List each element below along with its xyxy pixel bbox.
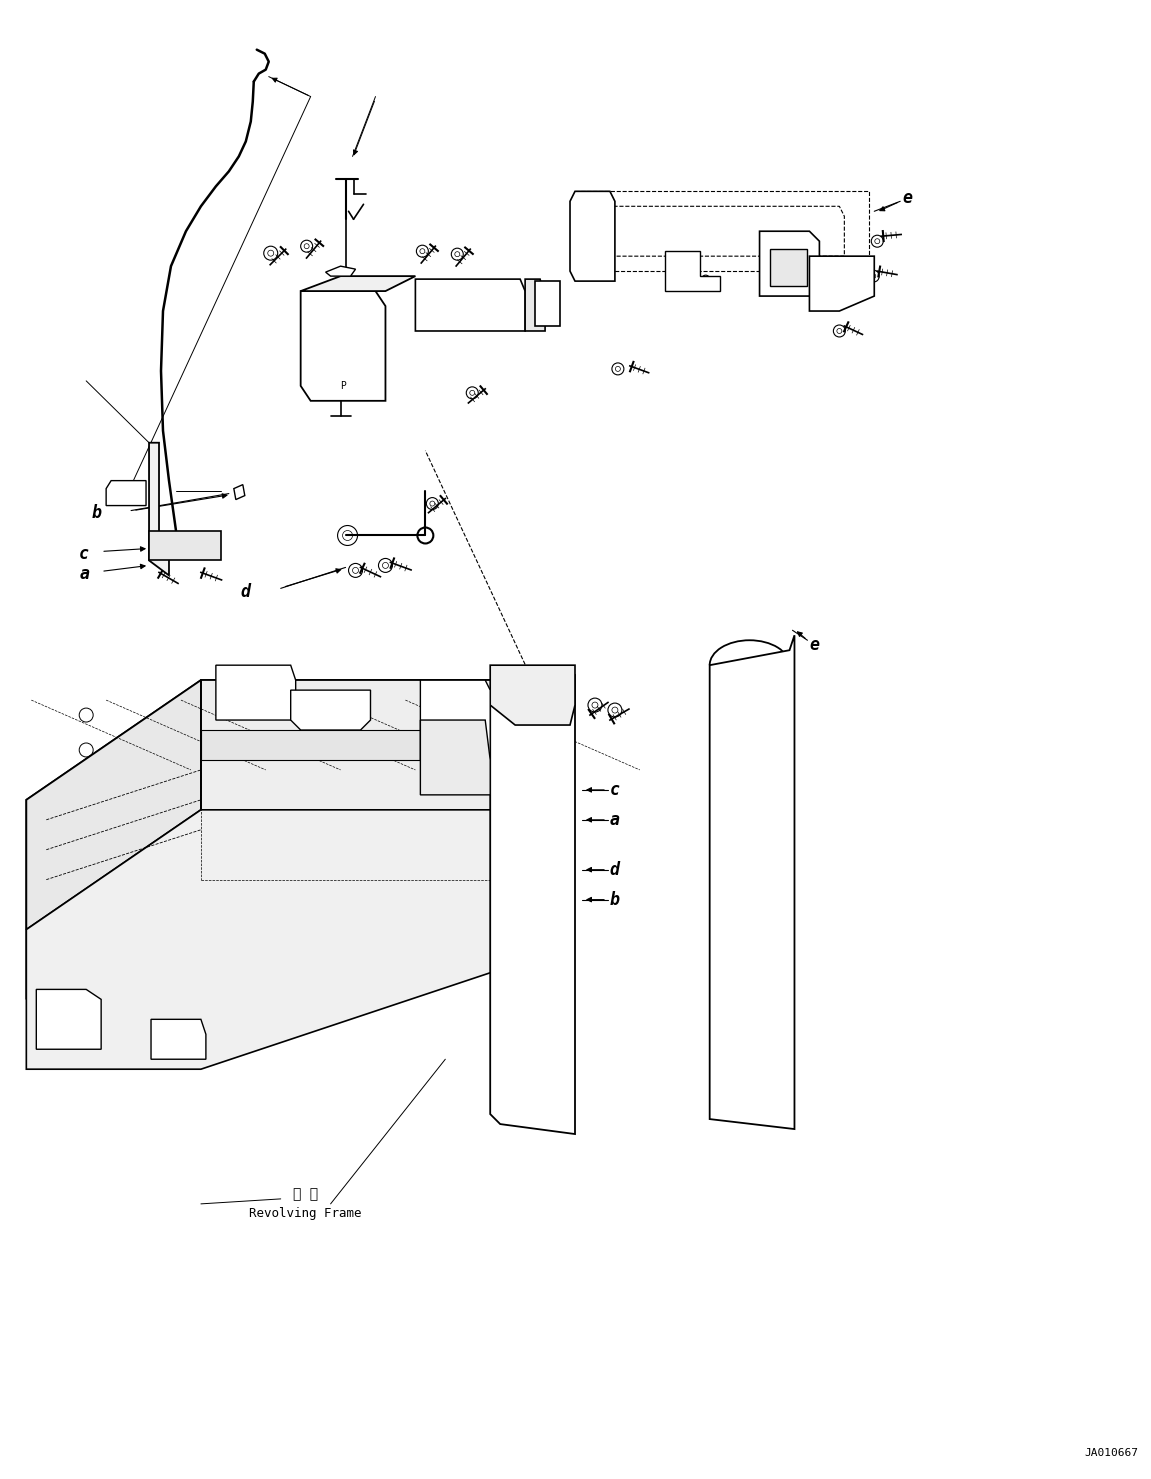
- Polygon shape: [26, 680, 201, 929]
- Polygon shape: [151, 1019, 206, 1059]
- Text: c: c: [610, 781, 620, 799]
- Polygon shape: [300, 291, 386, 401]
- Polygon shape: [291, 691, 371, 731]
- Polygon shape: [148, 442, 169, 575]
- Polygon shape: [201, 731, 555, 760]
- Polygon shape: [416, 280, 525, 331]
- Polygon shape: [809, 256, 875, 311]
- Text: d: d: [610, 861, 620, 879]
- Polygon shape: [535, 281, 561, 325]
- Polygon shape: [300, 277, 416, 291]
- Text: a: a: [610, 810, 620, 828]
- Polygon shape: [326, 266, 356, 277]
- Polygon shape: [760, 231, 820, 296]
- Text: b: b: [610, 890, 620, 908]
- Text: b: b: [91, 503, 101, 522]
- Polygon shape: [490, 674, 576, 1134]
- Polygon shape: [216, 666, 296, 720]
- Text: JA010667: JA010667: [1084, 1448, 1138, 1458]
- Text: a: a: [79, 565, 89, 583]
- Polygon shape: [420, 720, 490, 794]
- Text: e: e: [902, 189, 913, 207]
- Polygon shape: [106, 481, 146, 506]
- Text: e: e: [809, 636, 820, 654]
- Polygon shape: [665, 251, 719, 291]
- Text: Revolving Frame: Revolving Frame: [250, 1207, 361, 1220]
- Polygon shape: [490, 666, 576, 725]
- Polygon shape: [37, 989, 101, 1049]
- Polygon shape: [148, 531, 221, 561]
- Polygon shape: [234, 485, 245, 500]
- Text: c: c: [79, 546, 89, 563]
- Polygon shape: [26, 810, 561, 1069]
- Polygon shape: [570, 191, 615, 281]
- Text: d: d: [241, 583, 251, 602]
- Text: 转 台: 转 台: [294, 1188, 318, 1201]
- Polygon shape: [26, 680, 561, 1000]
- Polygon shape: [710, 636, 794, 1128]
- Polygon shape: [201, 680, 561, 810]
- Polygon shape: [420, 680, 490, 760]
- Polygon shape: [525, 280, 546, 331]
- Text: P: P: [340, 382, 345, 390]
- Polygon shape: [770, 248, 808, 285]
